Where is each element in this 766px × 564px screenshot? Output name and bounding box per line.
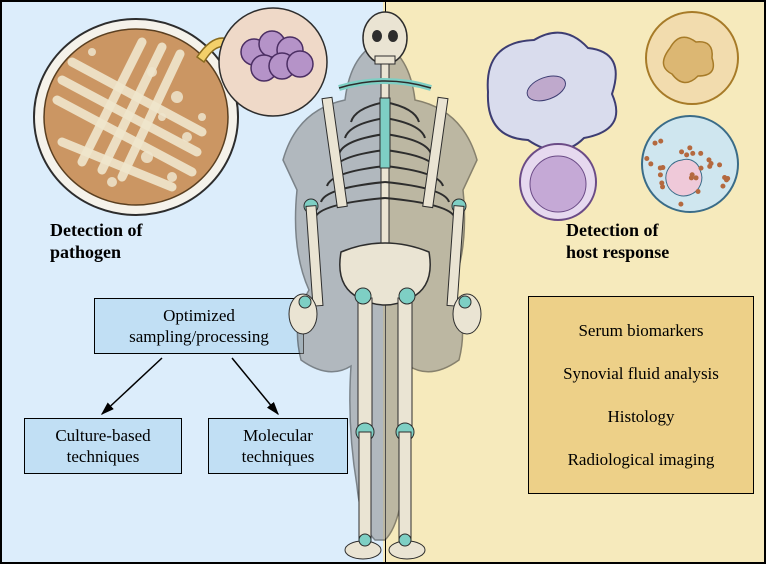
host-list-item: Histology	[529, 395, 753, 438]
box-molecular: Molecular techniques	[208, 418, 348, 474]
box-sampling: Optimized sampling/processing	[94, 298, 304, 354]
box-culture-l2: techniques	[67, 447, 140, 466]
pathogen-title: Detection of pathogen	[50, 220, 142, 263]
host-response-title: Detection of host response	[566, 220, 669, 263]
box-culture-l1: Culture-based	[55, 426, 150, 445]
host-title-l2: host response	[566, 242, 669, 262]
host-list-item: Radiological imaging	[529, 438, 753, 481]
host-title-l1: Detection of	[566, 220, 658, 240]
box-molecular-l2: techniques	[242, 447, 315, 466]
pathogen-title-l2: pathogen	[50, 242, 121, 262]
pathogen-title-l1: Detection of	[50, 220, 142, 240]
box-sampling-l2: sampling/processing	[129, 327, 269, 346]
diagram-frame: Detection of pathogen Optimized sampling…	[0, 0, 766, 564]
host-list-item: Serum biomarkers	[529, 309, 753, 352]
box-host-list: Serum biomarkersSynovial fluid analysisH…	[528, 296, 754, 494]
host-list-item: Synovial fluid analysis	[529, 352, 753, 395]
box-sampling-l1: Optimized	[163, 306, 235, 325]
box-culture: Culture-based techniques	[24, 418, 182, 474]
box-molecular-l1: Molecular	[243, 426, 313, 445]
panel-pathogen	[2, 2, 383, 562]
panel-divider	[385, 2, 386, 562]
